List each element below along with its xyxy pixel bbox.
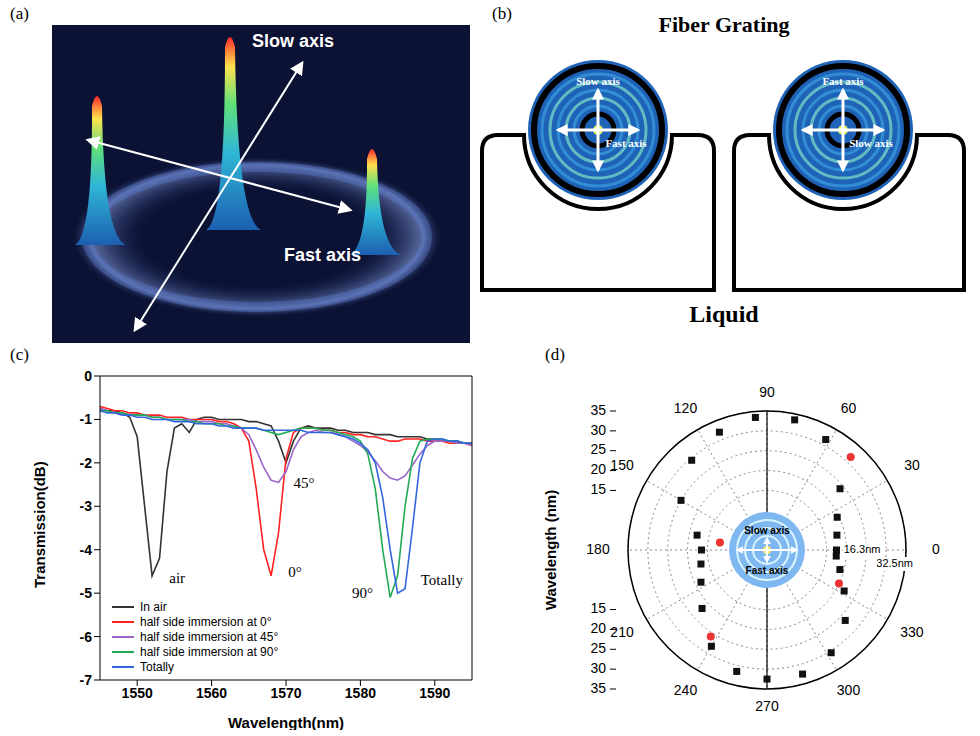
svg-text:1590: 1590 [419, 685, 450, 701]
html-text:(d): (d) [545, 345, 565, 364]
svg-text:25: 25 [590, 640, 606, 656]
svg-text:1580: 1580 [345, 685, 376, 701]
svg-text:32.5nm: 32.5nm [876, 557, 913, 569]
svg-text:Wavelength (nm): Wavelength (nm) [542, 490, 559, 610]
svg-text:120: 120 [674, 400, 698, 416]
svg-text:Slow axis: Slow axis [744, 525, 790, 536]
html-text:half side immersion at 0°: half side immersion at 0° [140, 614, 272, 629]
svg-text:300: 300 [837, 682, 861, 698]
svg-text:-4: -4 [80, 542, 93, 558]
svg-text:270: 270 [755, 698, 779, 714]
html-text:(c): (c) [10, 345, 29, 364]
svg-text:60: 60 [841, 400, 857, 416]
html-text:Totally: Totally [140, 659, 174, 674]
svg-text:Wavelength(nm): Wavelength(nm) [228, 714, 344, 730]
svg-text:0°: 0° [288, 564, 302, 580]
svg-text:35: 35 [590, 680, 606, 696]
svg-text:180: 180 [586, 541, 610, 557]
svg-text:240: 240 [674, 682, 698, 698]
svg-text:90: 90 [759, 384, 775, 400]
svg-text:20: 20 [590, 620, 606, 636]
svg-text:0: 0 [84, 368, 92, 384]
svg-text:air: air [169, 570, 185, 586]
svg-text:210: 210 [610, 624, 634, 640]
svg-text:45°: 45° [293, 475, 314, 491]
html-text:(a): (a) [10, 4, 29, 23]
svg-text:-6: -6 [80, 629, 93, 645]
svg-text:30: 30 [590, 422, 606, 438]
svg-text:-2: -2 [80, 455, 93, 471]
svg-text:15: 15 [590, 481, 606, 497]
svg-text:Slow axis: Slow axis [252, 31, 334, 51]
svg-text:25: 25 [590, 441, 606, 457]
svg-text:330: 330 [900, 624, 924, 640]
svg-text:Fast axis: Fast axis [284, 245, 361, 265]
svg-text:16.3nm: 16.3nm [844, 543, 881, 555]
svg-text:Fiber Grating: Fiber Grating [659, 12, 790, 37]
svg-text:30: 30 [590, 660, 606, 676]
svg-text:Fast axis: Fast axis [822, 75, 864, 87]
svg-text:Transmission(dB): Transmission(dB) [31, 461, 48, 588]
svg-text:150: 150 [610, 457, 634, 473]
svg-text:Fast axis: Fast axis [746, 565, 789, 576]
svg-text:-7: -7 [80, 672, 93, 688]
html-text:half side immersion at 90°: half side immersion at 90° [140, 644, 279, 659]
svg-text:20: 20 [590, 461, 606, 477]
svg-text:-1: -1 [80, 411, 93, 427]
svg-text:0: 0 [932, 541, 940, 557]
svg-text:Slow axis: Slow axis [849, 137, 893, 149]
html-text:half side immersion at 45°: half side immersion at 45° [140, 629, 279, 644]
svg-text:Fast axis: Fast axis [605, 137, 647, 149]
svg-text:-3: -3 [80, 498, 93, 514]
svg-text:90°: 90° [352, 585, 373, 601]
svg-text:Slow axis: Slow axis [576, 75, 620, 87]
svg-text:1550: 1550 [122, 685, 153, 701]
svg-text:Liquid: Liquid [689, 301, 759, 327]
svg-text:Totally: Totally [421, 572, 464, 588]
svg-text:1560: 1560 [196, 685, 227, 701]
svg-text:-5: -5 [80, 585, 93, 601]
svg-text:15: 15 [590, 600, 606, 616]
svg-text:1570: 1570 [270, 685, 301, 701]
svg-text:30: 30 [904, 457, 920, 473]
html-text:(b): (b) [492, 4, 512, 23]
svg-text:35: 35 [590, 402, 606, 418]
html-text:In air: In air [140, 599, 167, 614]
